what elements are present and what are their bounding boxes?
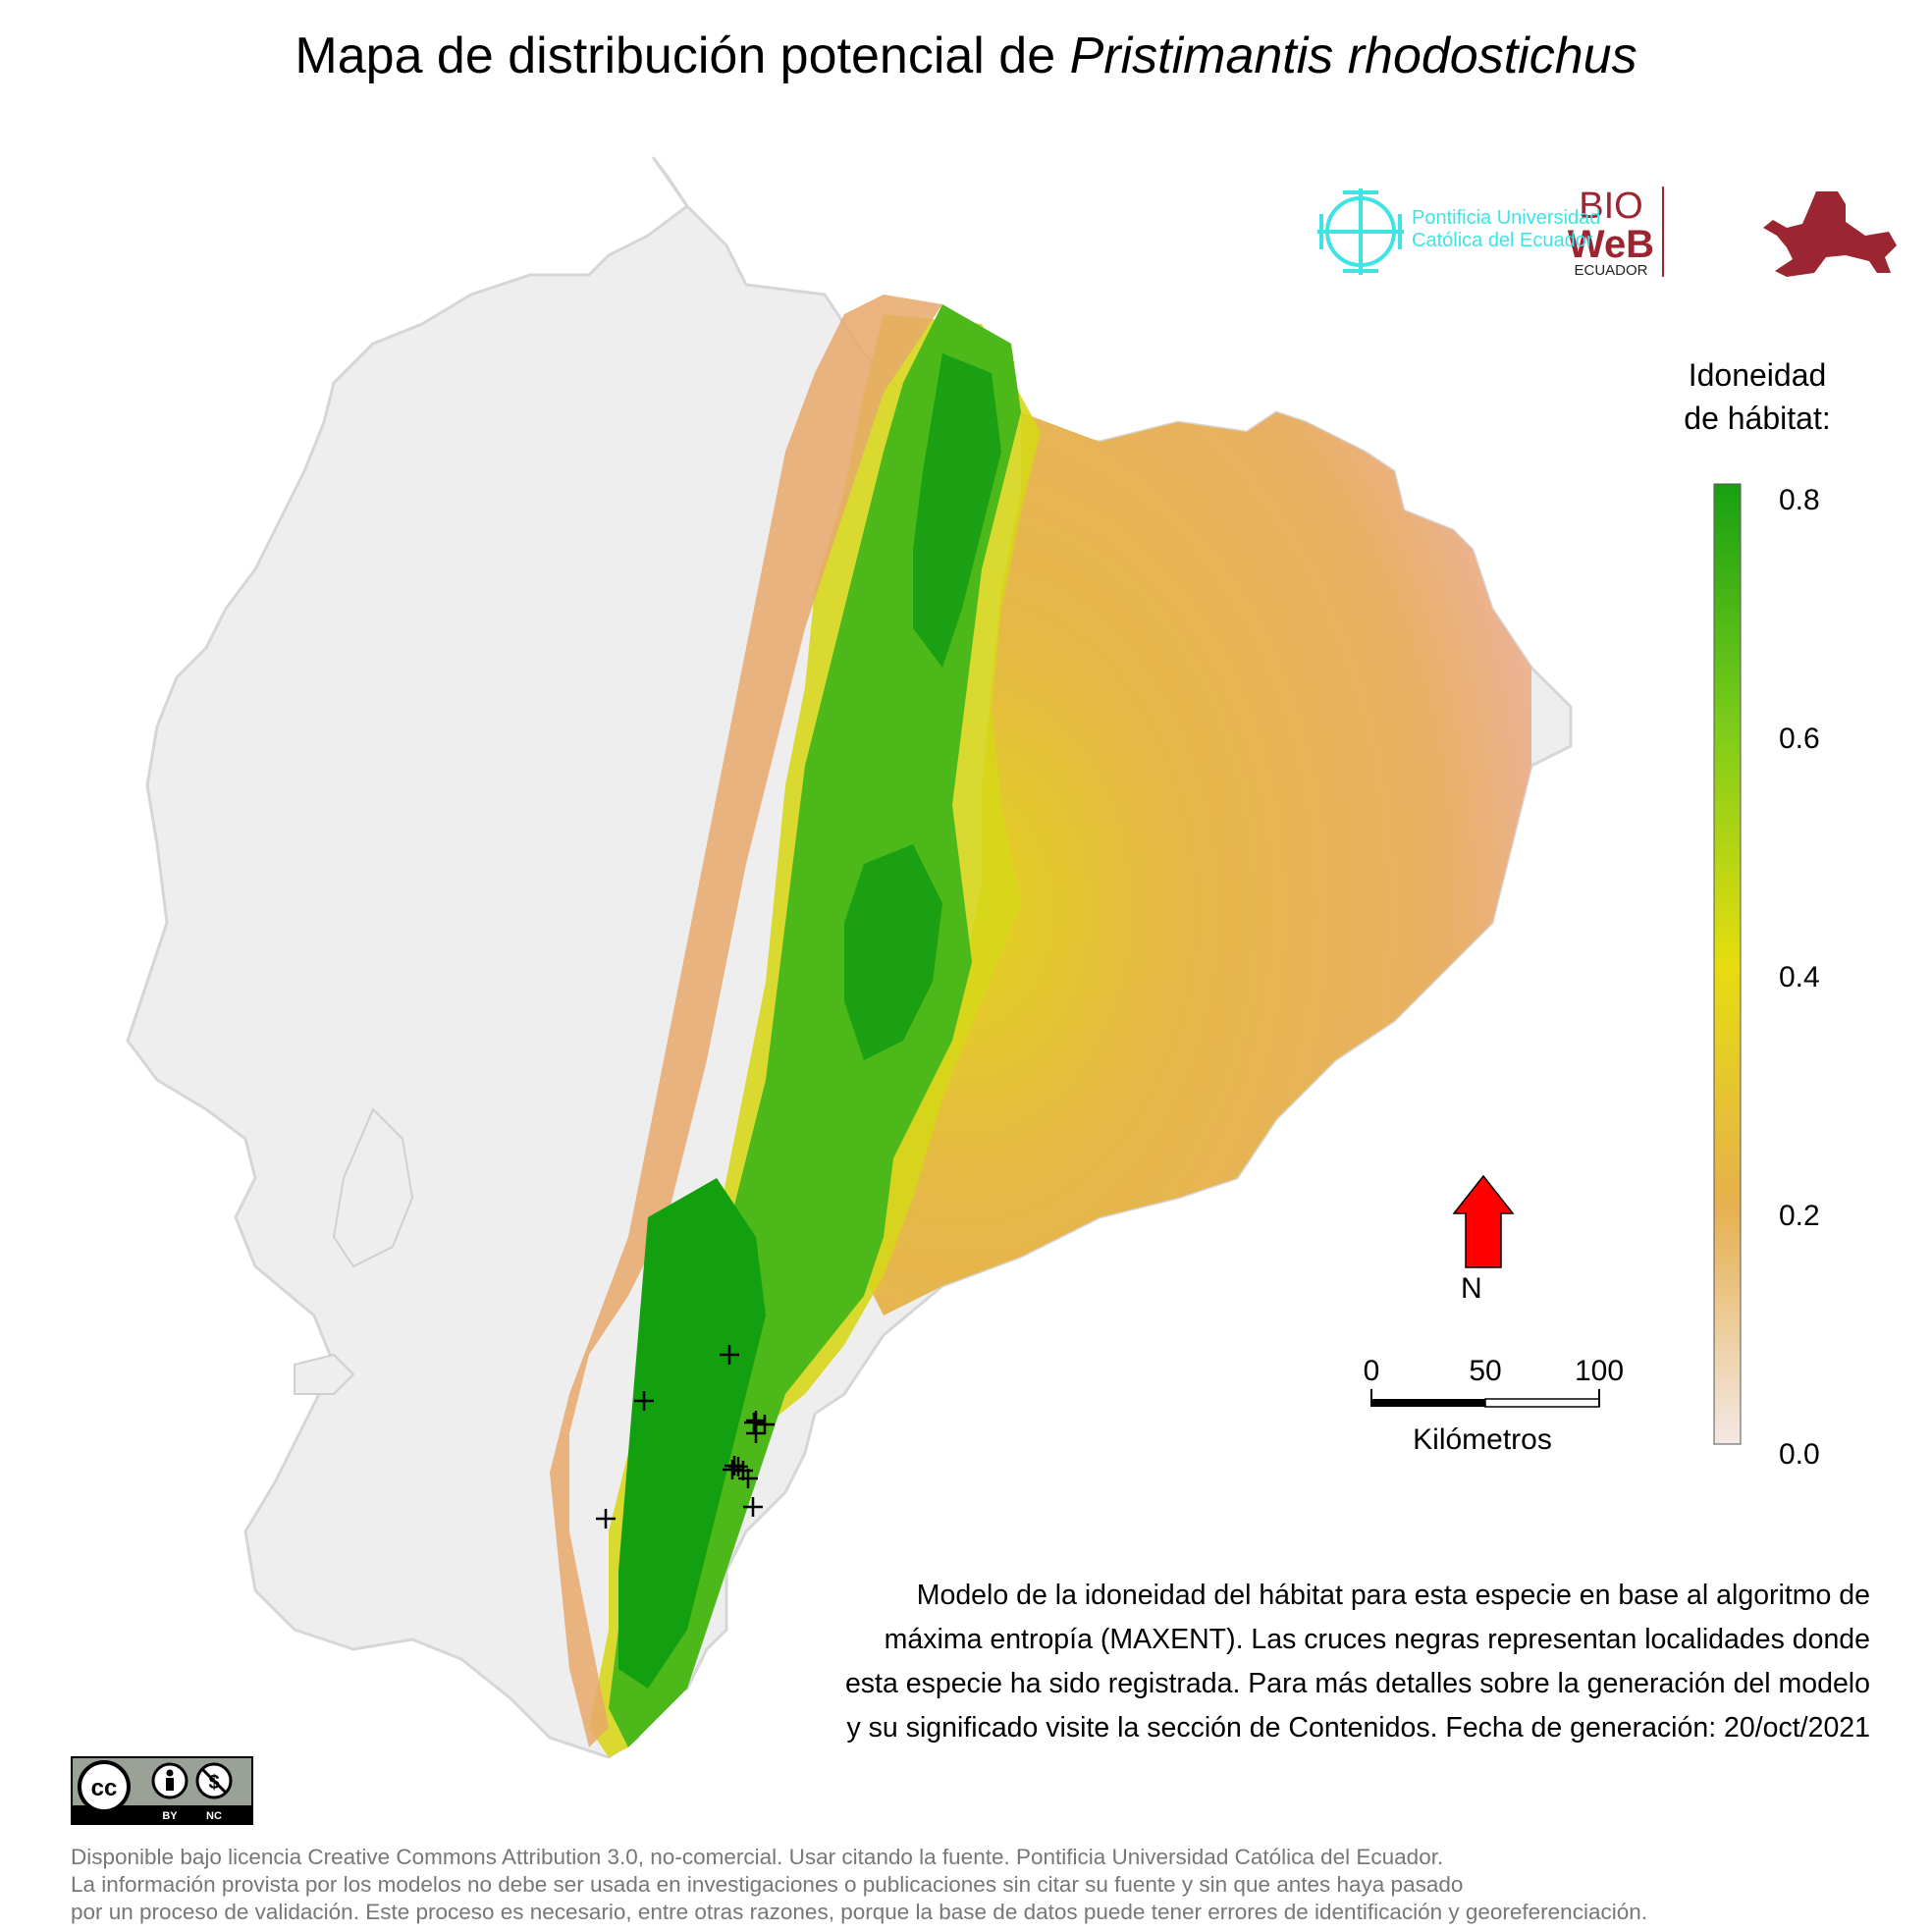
puce-logo-icon	[1317, 188, 1404, 275]
description-line: Modelo de la idoneidad del hábitat para …	[916, 1580, 1870, 1611]
bioweb-line2: WeB	[1568, 223, 1654, 266]
puna-island	[294, 1353, 355, 1395]
legend-tick-label: 0.6	[1779, 723, 1820, 755]
description-line: máxima entropía (MAXENT). Las cruces neg…	[884, 1624, 1870, 1655]
north-arrow	[1452, 1174, 1515, 1268]
habitat-core-dense-north	[913, 353, 1001, 668]
cc-icon	[78, 1760, 131, 1813]
legend-tick-label: 0.0	[1779, 1438, 1820, 1471]
puce-line2: Católica del Ecuador	[1412, 230, 1593, 251]
habitat-core-dense-south	[618, 1178, 766, 1689]
scale-label: 50	[1469, 1355, 1502, 1387]
license-line: Disponible bajo licencia Creative Common…	[71, 1845, 1444, 1869]
bioweb-line1: BIO	[1579, 186, 1642, 227]
puce-line1: Pontificia Universidad	[1412, 207, 1601, 229]
scale-unit: Kilómetros	[1413, 1423, 1552, 1456]
title-species: Pristimantis rhodostichus	[1069, 27, 1637, 84]
cc-badge-cc: cc	[91, 1775, 118, 1801]
legend-title-line1: Idoneidad	[1688, 357, 1827, 393]
scale-label: 100	[1574, 1355, 1625, 1387]
habitat-core-dense-center	[844, 844, 942, 1060]
cc-license-badge: cc $ BY NC	[71, 1756, 253, 1825]
bioweb-line3: ECUADOR	[1574, 262, 1647, 279]
legend-color-bar	[1713, 483, 1742, 1445]
north-label: N	[1461, 1272, 1482, 1305]
description: Modelo de la idoneidad del hábitat para …	[687, 1574, 1870, 1750]
cc-badge-nc: NC	[206, 1810, 222, 1822]
legend-title: Idoneidad de hábitat:	[1630, 353, 1885, 440]
legend-tick-label: 0.4	[1779, 961, 1820, 993]
legend-title-line2: de hábitat:	[1684, 401, 1831, 436]
bioweb-logo: BIO WeB ECUADOR	[1568, 186, 1664, 279]
frog-icon	[1763, 191, 1897, 277]
habitat-lowlands	[864, 412, 1531, 1315]
gulf-islands	[332, 1107, 414, 1268]
scale-label: 0	[1363, 1355, 1380, 1387]
license-line: La información provista por los modelos …	[71, 1872, 1464, 1897]
cc-badge-by: BY	[162, 1810, 178, 1822]
description-line: y su significado visite la sección de Co…	[846, 1712, 1870, 1744]
puce-logo-text: Pontificia Universidad Católica del Ecua…	[1412, 207, 1600, 252]
license-line: por un proceso de validación. Este proce…	[71, 1900, 1647, 1924]
legend-tick-label: 0.8	[1779, 484, 1820, 516]
license-text: Disponible bajo licencia Creative Common…	[71, 1844, 1647, 1926]
description-line: esta especie ha sido registrada. Para má…	[844, 1668, 1870, 1699]
scale-bar	[1370, 1389, 1600, 1408]
map-title: Mapa de distribución potencial de Pristi…	[0, 26, 1932, 86]
legend-tick-label: 0.2	[1779, 1200, 1820, 1232]
title-prefix: Mapa de distribución potencial de	[295, 27, 1056, 84]
